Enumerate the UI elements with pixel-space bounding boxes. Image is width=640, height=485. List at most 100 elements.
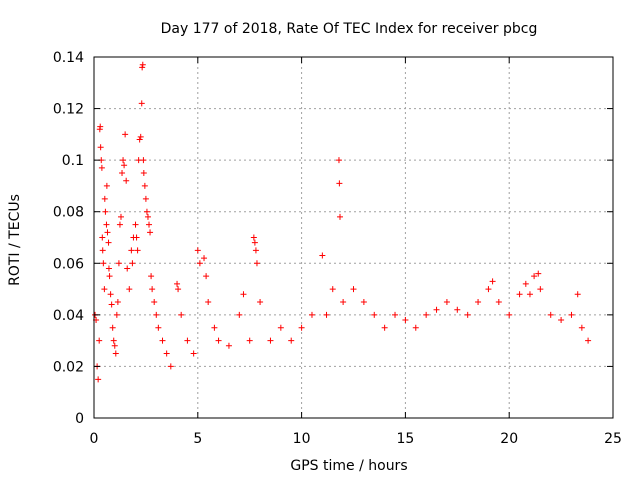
x-tick-label: 0 [90,431,99,447]
data-point [329,286,336,293]
data-point [103,182,110,189]
data-point [211,324,218,331]
data-point [336,180,343,187]
data-point [105,239,112,246]
data-point [121,162,128,169]
data-point [215,337,222,344]
data-point [163,350,170,357]
data-point [142,195,149,202]
data-point [547,311,554,318]
data-point [175,286,182,293]
data-point [203,273,210,280]
data-point [97,123,104,130]
data-point [136,136,143,143]
data-point [97,144,104,151]
data-point [115,260,122,267]
y-tick-label: 0.1 [62,153,84,169]
data-point [140,157,147,164]
data-point [128,247,135,254]
axis-ticks: 0 5 10 15 20 25 0 0.02 0.04 0.06 0.08 0.1 0.12 0.14 [53,50,622,447]
data-point [167,363,174,370]
data-point [196,260,203,267]
y-tick-label: 0.06 [53,256,84,272]
data-point [143,208,150,215]
data-point [105,265,112,272]
data-point [101,195,108,202]
data-point [443,298,450,305]
y-tick-label: 0.14 [53,50,84,66]
data-point [257,298,264,305]
y-tick-label: 0.02 [53,359,84,375]
data-point [506,311,513,318]
data-point [159,337,166,344]
data-point [531,273,538,280]
data-point [116,221,123,228]
data-point [251,239,258,246]
data-point [174,280,181,287]
data-point [147,229,154,236]
data-point [350,286,357,293]
data-point [111,342,118,349]
data-point [516,291,523,298]
data-point [139,61,146,68]
data-point [340,298,347,305]
data-point [412,324,419,331]
data-point [464,311,471,318]
data-point [252,247,259,254]
data-point [184,337,191,344]
data-point [100,260,107,267]
data-point [102,208,109,215]
x-tick-label: 5 [193,431,202,447]
data-point [149,286,156,293]
data-point [454,306,461,313]
data-point [98,164,105,171]
data-point [250,234,257,241]
data-point [489,278,496,285]
x-tick-label: 10 [293,431,311,447]
plot-frame [93,56,614,419]
data-point [537,286,544,293]
data-point [585,337,592,344]
data-point [126,286,133,293]
data-point [535,270,542,277]
data-point [225,342,232,349]
data-point [103,221,110,228]
data-point [124,265,131,272]
x-axis-label: GPS time / hours [290,458,407,474]
y-tick-label: 0.12 [53,102,84,118]
data-point [104,229,111,236]
y-tick-label: 0.08 [53,205,84,221]
data-point [319,252,326,259]
data-point [112,350,119,357]
data-point [119,170,126,177]
data-point [134,247,141,254]
data-point [96,337,103,344]
data-point [108,301,115,308]
x-tick-label: 15 [396,431,414,447]
data-point [574,291,581,298]
data-point [277,324,284,331]
data-point [236,311,243,318]
data-point [117,213,124,220]
data-point [95,376,102,383]
data-point [109,324,116,331]
data-point [558,317,565,324]
data-point [101,286,108,293]
data-point [178,311,185,318]
data-point [308,311,315,318]
data-point [485,286,492,293]
data-point [522,280,529,287]
data-point [148,273,155,280]
data-point [194,247,201,254]
data-point [155,324,162,331]
data-point [246,337,253,344]
y-tick-label: 0 [75,411,84,427]
data-point [201,255,208,262]
data-point [114,298,121,305]
data-point [205,298,212,305]
data-point [337,213,344,220]
data-point [240,291,247,298]
